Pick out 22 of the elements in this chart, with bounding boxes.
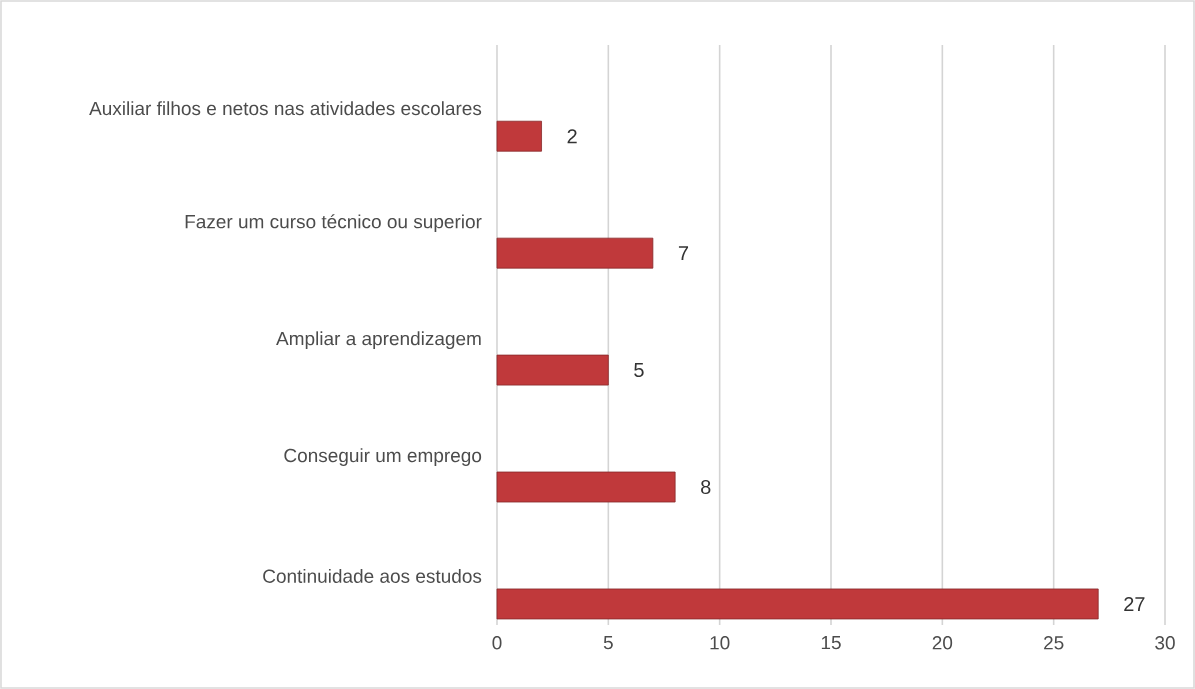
x-tick-label: 25 (1044, 636, 1064, 650)
x-tick-label: 15 (821, 636, 841, 650)
bar (496, 354, 609, 386)
bar (496, 588, 1099, 620)
data-label: 27 (1124, 596, 1145, 611)
x-tick-label: 0 (492, 636, 502, 650)
x-tick-label: 30 (1155, 636, 1175, 650)
y-tick-label: Continuidade aos estudos (263, 568, 482, 583)
data-label: 2 (567, 129, 577, 144)
bar (496, 471, 676, 503)
x-tick-label: 20 (932, 636, 953, 650)
bar (496, 237, 654, 269)
y-tick-label: Conseguir um emprego (284, 448, 482, 466)
y-tick-label: Ampliar a aprendizagem (276, 331, 481, 350)
bar (496, 120, 542, 152)
x-tick-label: 5 (603, 636, 613, 650)
data-label: 5 (634, 363, 644, 378)
data-label: 8 (701, 479, 711, 495)
y-tick-label: Fazer um curso técnico ou superior (185, 214, 482, 233)
y-tick-label: Auxiliar filhos e netos nas atividades escolares (89, 101, 482, 116)
data-label: 7 (678, 246, 689, 261)
x-tick-label: 10 (710, 636, 730, 650)
